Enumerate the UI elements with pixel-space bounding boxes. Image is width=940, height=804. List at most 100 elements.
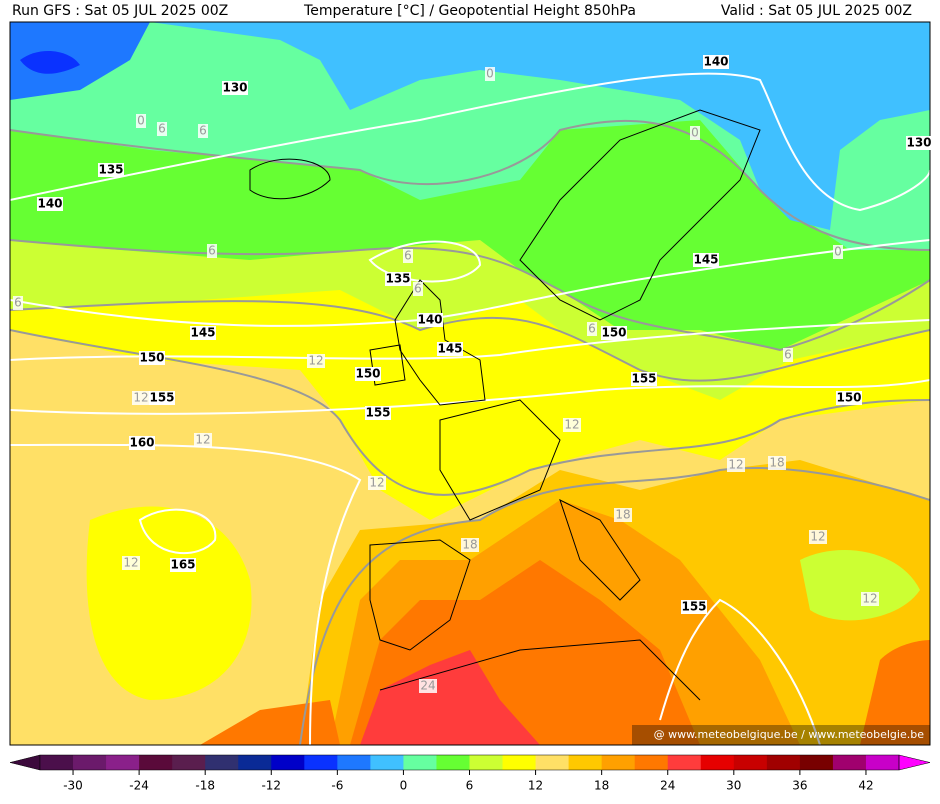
label-bg [413,282,423,296]
map-title: Temperature [°C] / Geopotential Height 8… [303,3,636,19]
colorbar-segment [832,755,867,770]
temp-field [860,640,930,745]
label-bg [365,406,391,420]
label-bg [833,245,843,259]
label-bg [783,348,793,362]
colorbar-tick-label: -24 [129,779,149,793]
temperature-label: 6 [404,249,412,263]
height-label: 135 [385,272,410,286]
temperature-label: 0 [834,245,842,259]
height-label: 160 [129,436,154,450]
label-bg [403,249,413,263]
colorbar-tick-label: 6 [466,779,474,793]
colorbar-under [9,754,41,771]
temperature-label: 12 [810,530,825,544]
colorbar-segment [370,755,404,770]
height-label: 155 [365,406,390,420]
label-bg [836,391,862,405]
temp-field [840,156,930,220]
height-label: 145 [437,342,462,356]
colorbar-segment [40,755,74,770]
height-label: 140 [703,55,728,69]
temperature-label: 6 [14,296,22,310]
label-bg [614,508,632,522]
colorbar-segment [766,755,801,770]
label-bg [906,136,932,150]
colorbar-segment [634,755,669,770]
height-label: 135 [98,163,123,177]
colorbar-segment [238,755,272,770]
colorbar-segment [271,755,305,770]
label-bg [222,81,248,95]
height-label: 155 [149,391,174,405]
isotherms [10,119,930,745]
colorbar-segment [799,755,834,770]
temperature-label: 12 [133,391,148,405]
colorbar-segment [304,755,338,770]
map-frame [9,21,931,746]
height-label: 140 [37,197,62,211]
watermark-bg [632,725,930,745]
colorbar-tick-label: 12 [528,779,543,793]
temperature-label: 0 [137,114,145,128]
label-bg [437,342,463,356]
colorbar-segment [667,755,702,770]
watermark: @ www.meteobelgique.be / www.meteobelgie… [654,728,925,741]
height-label: 150 [601,326,626,340]
temp-field [10,22,150,100]
height-label: 130 [222,81,247,95]
height-label: 150 [139,351,164,365]
label-bg [37,197,63,211]
colorbar-tick-label: 36 [792,779,807,793]
label-bg [417,313,443,327]
temp-field [20,50,80,74]
colorbar-segment [403,755,437,770]
temperature-label: 12 [862,592,877,606]
valid-label: Valid : Sat 05 JUL 2025 00Z [721,3,912,19]
temp-field [86,506,252,700]
colorbar-segment [205,755,239,770]
height-label: 145 [190,326,215,340]
temperature-label: 18 [769,456,784,470]
colorbar-tick-label: 0 [400,779,408,793]
label-bg [693,253,719,267]
label-bg [368,476,386,490]
temperature-label: 6 [588,322,596,336]
colorbar-tick-label: 42 [858,779,873,793]
label-bg [129,436,155,450]
label-bg [13,296,23,310]
colorbar-tick-label: -6 [331,779,343,793]
colorbar-segment [502,755,537,770]
label-bg [681,600,707,614]
label-bg [355,367,381,381]
label-bg [207,244,217,258]
colorbar-tick-label: 18 [594,779,609,793]
temperature-label: 12 [564,418,579,432]
colorbar-segment [865,755,900,770]
colorbar-tick-label: -30 [63,779,83,793]
colorbar-segment [139,755,173,770]
label-bg [631,372,657,386]
label-bg [690,126,700,140]
label-bg [136,114,146,128]
label-bg [809,530,827,544]
colorbar-segment [172,755,206,770]
colorbar-segment [436,755,470,770]
label-bg [198,124,208,138]
label-bg [703,55,729,69]
label-bg [132,391,150,405]
colorbar-over [898,754,931,771]
height-label: 155 [631,372,656,386]
temperature-label: 12 [728,458,743,472]
label-bg [461,538,479,552]
colorbar-segment [106,755,140,770]
colorbar-segment [73,755,107,770]
label-bg [307,354,325,368]
label-bg [149,391,175,405]
colorbar-segment [733,755,768,770]
height-label: 165 [170,558,195,572]
map-area: @ www.meteobelgique.be / www.meteobelgie… [10,22,930,745]
label-bg [419,679,437,693]
